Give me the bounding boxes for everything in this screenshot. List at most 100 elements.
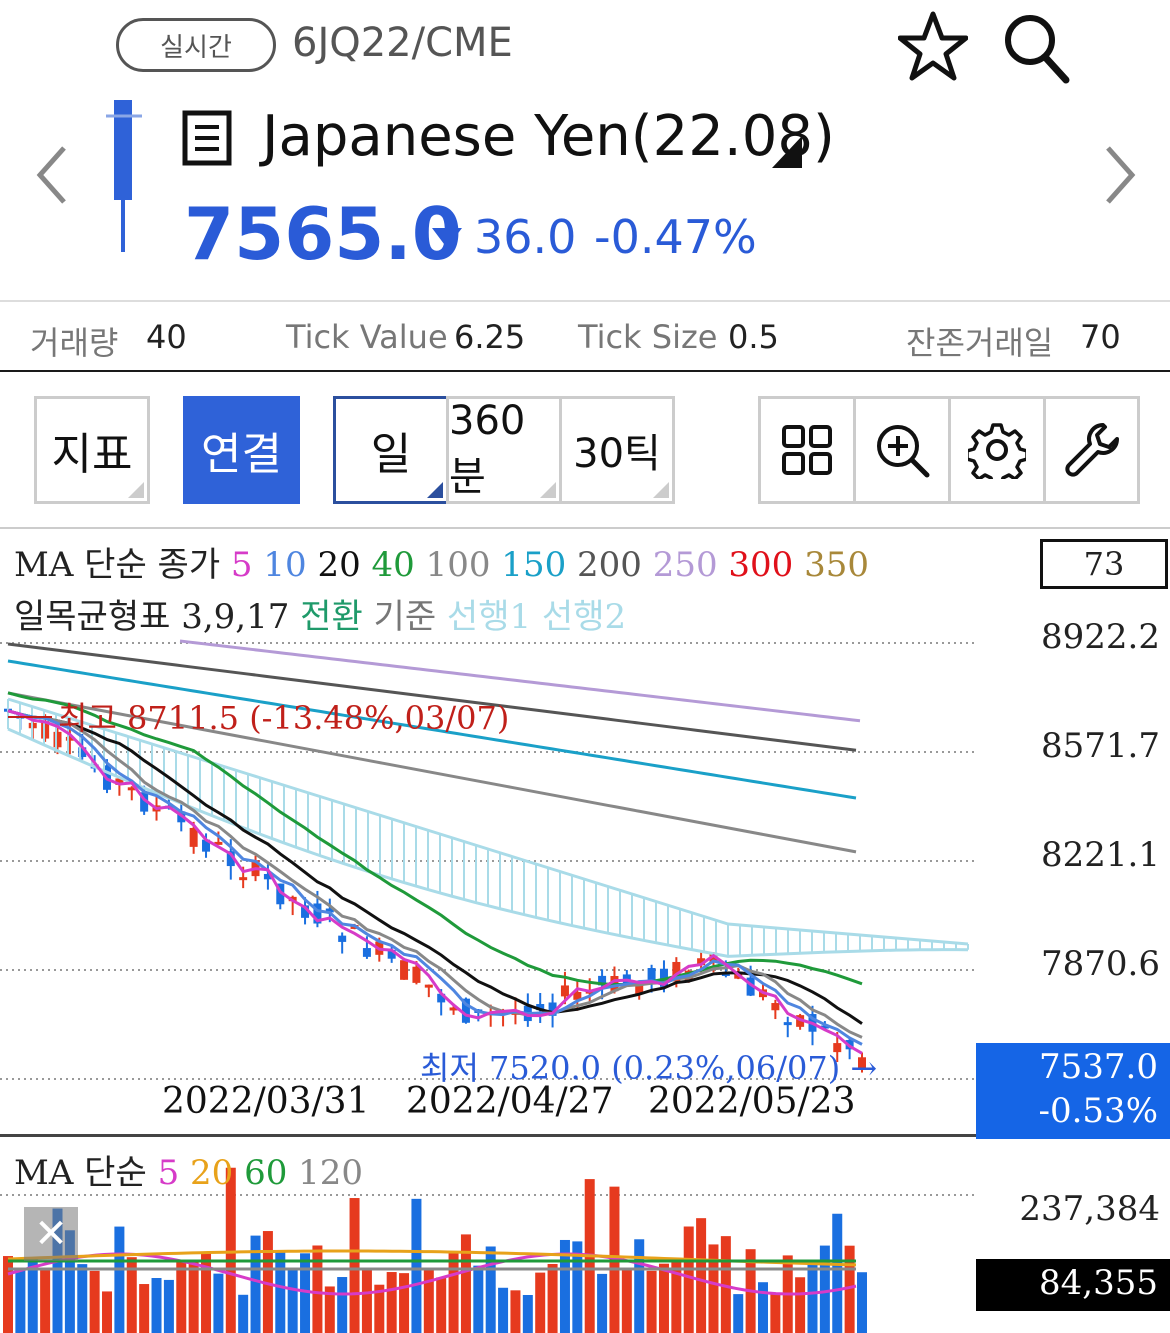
volume-bar — [844, 1245, 855, 1333]
volume-bar — [683, 1226, 694, 1333]
volume-bar — [857, 1272, 867, 1333]
star-icon[interactable] — [898, 8, 968, 84]
ma-period-2[interactable]: 20 — [306, 545, 361, 585]
indicator-button[interactable]: 지표 — [34, 396, 150, 504]
volume-bar — [720, 1236, 731, 1333]
period-360min-button[interactable]: 360분 — [446, 396, 562, 504]
volume-bar — [386, 1272, 397, 1333]
instrument-code: 6JQ22/CME — [292, 20, 513, 66]
ichimoku-legend[interactable]: 일목균형표 3,9,17 전환 기준 선행1 선행2 — [14, 589, 626, 638]
volume-bar — [671, 1258, 682, 1333]
pane-divider[interactable] — [0, 1134, 976, 1137]
period-360min-label: 360분 — [449, 398, 526, 500]
period-30tick-label: 30틱 — [573, 431, 661, 477]
ma-legend[interactable]: MA 단순 종가 5 10 20 40 100 150 200 250 300 … — [14, 537, 869, 586]
volume-bar — [15, 1267, 26, 1333]
current-price: 7565.0 — [184, 192, 462, 276]
zoom-in-icon — [877, 425, 930, 478]
volume-ma-period-0[interactable]: 5 — [157, 1153, 180, 1193]
candle-body — [461, 998, 470, 1023]
settings-button[interactable] — [948, 396, 1046, 504]
document-icon[interactable] — [182, 110, 232, 166]
ma-period-0[interactable]: 5 — [230, 545, 253, 585]
candle-body — [412, 966, 421, 983]
ma-period-3[interactable]: 40 — [360, 545, 415, 585]
x-tick-label: 2022/03/31 — [162, 1081, 370, 1122]
candle-body — [202, 839, 211, 852]
volume-bar — [819, 1245, 830, 1333]
ma-line-250 — [179, 639, 861, 723]
volume-bar — [213, 1273, 224, 1333]
ma-line-100 — [7, 691, 857, 854]
chart-canvas[interactable]: 최고 8711.5 (-13.48%,03/07) 최저 7520.0 (0.23… — [0, 529, 1170, 1333]
volume-bar — [473, 1265, 484, 1333]
candle-body — [672, 961, 681, 982]
ichimoku-item-0[interactable]: 전환 — [300, 597, 363, 637]
grid-icon — [782, 425, 832, 475]
ma-period-7[interactable]: 250 — [641, 545, 718, 585]
zoom-button[interactable] — [853, 396, 951, 504]
candle-body — [362, 948, 371, 957]
candle-body — [239, 877, 248, 881]
ma-period-9[interactable]: 350 — [793, 545, 870, 585]
volume-ma-period-3[interactable]: 120 — [287, 1153, 364, 1193]
volume-bar — [448, 1251, 459, 1333]
volume-y-tick: 237,384 — [1019, 1189, 1160, 1229]
volume-bar — [337, 1277, 348, 1333]
ma-period-5[interactable]: 150 — [490, 545, 567, 585]
tools-button[interactable] — [1043, 396, 1140, 504]
volume-ma-legend[interactable]: MA 단순 5 20 60 120 — [14, 1145, 363, 1194]
candle-body — [189, 827, 198, 847]
volume-bar — [102, 1291, 113, 1333]
candle-body — [783, 1022, 792, 1026]
link-button[interactable]: 연결 — [183, 396, 300, 504]
ichimoku-item-3[interactable]: 선행2 — [531, 597, 627, 637]
ma-legend-title: MA 단순 종가 — [14, 545, 221, 585]
layout-grid-button[interactable] — [758, 396, 856, 504]
dropdown-triangle-icon[interactable] — [772, 136, 802, 168]
candle-body — [820, 1025, 829, 1029]
volume-bar — [832, 1213, 843, 1333]
close-icon[interactable]: ✕ — [24, 1207, 78, 1261]
chevron-right-icon[interactable] — [1098, 140, 1142, 210]
remaining-days-label: 잔존거래일 — [906, 324, 1054, 362]
candle-body — [573, 991, 582, 1000]
ma-period-8[interactable]: 300 — [717, 545, 794, 585]
period-day-button[interactable]: 일 — [333, 396, 449, 504]
tick-size-label: Tick Size — [578, 318, 718, 356]
volume-bar — [188, 1260, 199, 1333]
volume-bar — [374, 1284, 385, 1333]
ichimoku-item-2[interactable]: 선행1 — [436, 597, 532, 637]
volume-ma-period-1[interactable]: 20 — [179, 1153, 234, 1193]
candle-body — [548, 1002, 557, 1016]
y-tick-label: 8571.7 — [1041, 726, 1160, 766]
ma-line-5 — [7, 709, 863, 1055]
tick-size-value: 0.5 — [728, 318, 779, 356]
ma-period-4[interactable]: 100 — [414, 545, 491, 585]
period-day-label: 일 — [370, 429, 412, 480]
volume-bar — [522, 1294, 533, 1333]
axis-count-box[interactable]: 73 — [1040, 539, 1168, 589]
ma-line-150 — [7, 659, 857, 800]
instrument-name[interactable]: Japanese Yen(22.08) — [262, 104, 835, 169]
price-chart[interactable]: 최고 8711.5 (-13.48%,03/07) 최저 7520.0 (0.23… — [0, 527, 1170, 1333]
volume-bar — [312, 1245, 323, 1333]
ma-period-6[interactable]: 200 — [566, 545, 642, 585]
high-annotation: 최고 8711.5 (-13.48%,03/07) — [58, 699, 509, 737]
realtime-badge[interactable]: 실시간 — [116, 18, 276, 72]
ma-period-1[interactable]: 10 — [252, 545, 307, 585]
candle-body — [400, 960, 409, 980]
candle-body — [325, 908, 334, 913]
search-icon[interactable] — [1000, 8, 1072, 84]
volume-ma-period-2[interactable]: 60 — [233, 1153, 288, 1193]
period-30tick-button[interactable]: 30틱 — [559, 396, 675, 504]
volume-bar — [201, 1251, 212, 1333]
candle-body — [437, 993, 446, 1003]
candle-body — [536, 1004, 545, 1011]
chevron-left-icon[interactable] — [30, 140, 74, 210]
ichimoku-item-1[interactable]: 기준 — [362, 597, 437, 637]
price-change: 36.0 — [474, 210, 577, 264]
volume-bar — [262, 1231, 273, 1333]
candle-body — [263, 873, 272, 880]
volume-bar — [52, 1208, 63, 1333]
